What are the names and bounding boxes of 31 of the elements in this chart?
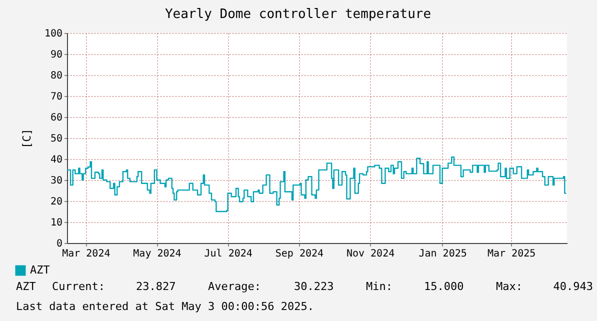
y-tick-label: 50 xyxy=(50,134,62,144)
text: Min: xyxy=(366,280,392,293)
text: Max: xyxy=(496,280,522,293)
x-tick-label: Jan 2025 xyxy=(418,248,467,260)
chart-title: Yearly Dome controller temperature xyxy=(164,7,432,22)
x-tick-label: Jul 2024 xyxy=(204,248,252,260)
y-tick-label: 60 xyxy=(50,112,62,124)
x-tick-label: Mar 2024 xyxy=(62,248,110,260)
y-tick-label: 10 xyxy=(50,218,62,228)
text: 40.943 xyxy=(553,280,593,293)
y-tick-label: 20 xyxy=(50,196,62,208)
y-tick-label: 70 xyxy=(50,92,62,102)
y-tick-label: 80 xyxy=(50,70,62,82)
legend-label: AZT xyxy=(30,264,50,276)
x-tick-label: Mar 2025 xyxy=(487,248,536,260)
text: Current: xyxy=(52,280,105,293)
y-tick-label: 30 xyxy=(50,176,62,186)
y-tick-label: 0 xyxy=(56,238,62,250)
y-tick-label: 100 xyxy=(44,28,62,40)
text: Last data entered at Sat May 3 00:00:56 2025. xyxy=(16,300,314,313)
text: Average: xyxy=(208,280,261,293)
x-tick-label: May 2024 xyxy=(133,248,182,260)
y-axis-title: [C] xyxy=(20,128,34,148)
y-tick-label: 90 xyxy=(50,50,62,60)
text: 23.827 xyxy=(136,280,176,293)
x-tick-label: Nov 2024 xyxy=(346,248,395,260)
text: 30.223 xyxy=(294,280,334,293)
x-tick-label: Sep 2024 xyxy=(275,248,324,260)
text: AZT xyxy=(16,280,36,293)
y-tick-label: 40 xyxy=(50,154,62,166)
text: 15.000 xyxy=(424,280,464,293)
